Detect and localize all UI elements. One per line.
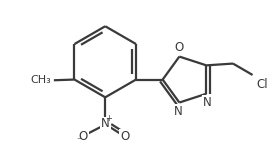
Text: O: O (120, 130, 130, 143)
Text: O: O (79, 130, 88, 143)
Text: Cl: Cl (257, 78, 269, 91)
Text: O: O (175, 41, 184, 54)
Text: +: + (105, 114, 112, 123)
Text: N: N (101, 117, 110, 130)
Text: CH₃: CH₃ (30, 75, 51, 85)
Text: ⁻: ⁻ (76, 137, 81, 147)
Text: N: N (203, 96, 212, 109)
Text: N: N (174, 105, 183, 118)
